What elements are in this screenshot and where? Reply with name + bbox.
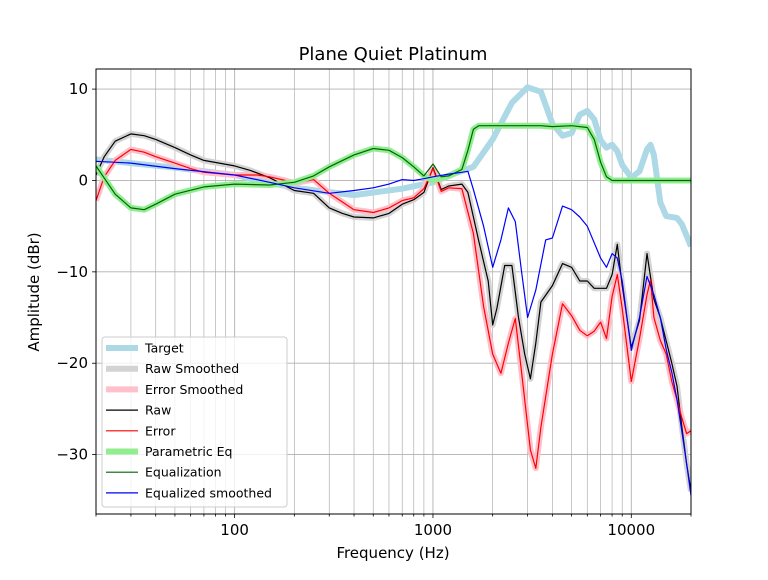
x-axis-label: Frequency (Hz) [336, 544, 449, 562]
series-line-equalized-smoothed [96, 160, 691, 496]
y-tick-label: −10 [56, 263, 88, 281]
plot-frame [95, 68, 692, 515]
legend-label-parametric-eq: Parametric Eq [145, 444, 233, 459]
legend-label-raw-smoothed: Raw Smoothed [145, 361, 239, 376]
legend-label-equalization: Equalization [145, 465, 222, 480]
y-tick-label: 0 [78, 171, 88, 189]
y-tick-label: −30 [56, 446, 88, 464]
legend-label-error: Error [145, 423, 176, 438]
chart-title: Plane Quiet Platinum [299, 44, 488, 65]
y-axis-label: Amplitude (dBr) [25, 232, 43, 351]
legend-box [101, 336, 288, 508]
series-lines [96, 84, 691, 496]
x-tick-label: 100 [220, 521, 249, 539]
series-line-error [96, 148, 691, 469]
legend-label-equalized-smoothed: Equalized smoothed [145, 485, 272, 500]
legend: Target Raw Smoothed Error Smoothed Raw Error… [101, 336, 288, 508]
x-tick-label: 1000 [414, 521, 452, 539]
y-tick-label: 10 [69, 80, 88, 98]
series-line-target [96, 84, 691, 248]
y-tick-label: −20 [56, 354, 88, 372]
series-line-equalization [96, 125, 691, 211]
legend-label-error-smoothed: Error Smoothed [145, 382, 243, 397]
legend-label-target: Target [144, 341, 184, 356]
legend-entries: Target Raw Smoothed Error Smoothed Raw Error… [106, 341, 272, 500]
legend-label-raw: Raw [145, 403, 171, 418]
x-tick-label: 10000 [607, 521, 655, 539]
